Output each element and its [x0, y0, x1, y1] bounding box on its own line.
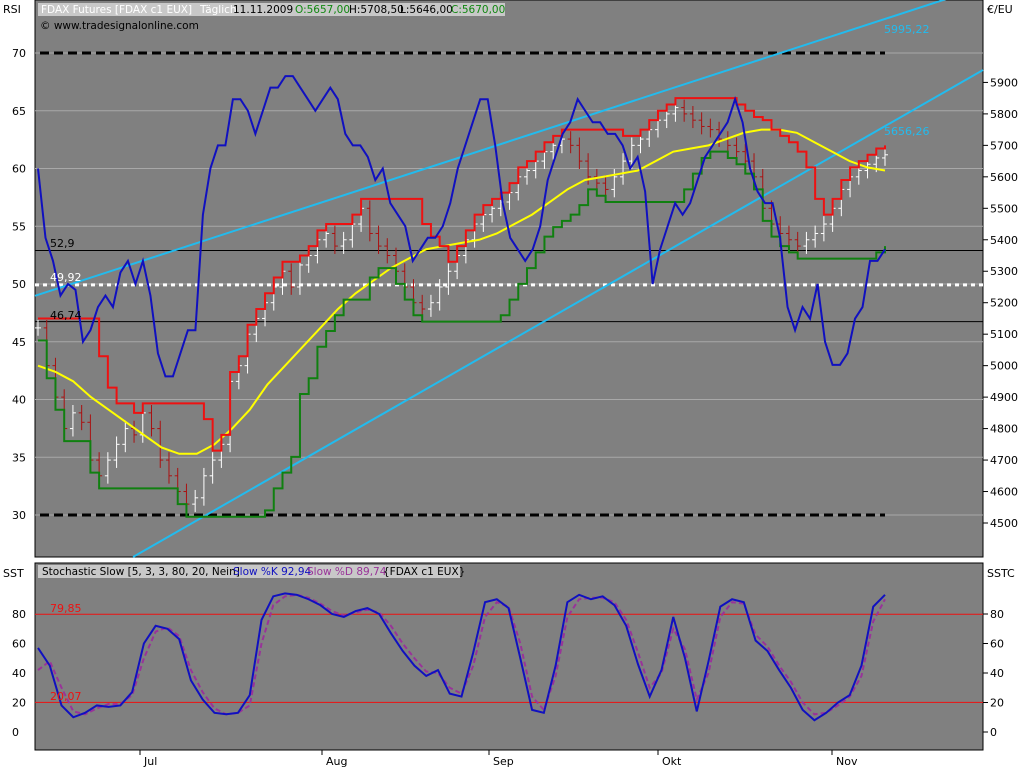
- price-tick-label: 4500: [990, 517, 1018, 530]
- trend-line-lower: [132, 69, 984, 558]
- stoch-level-low-label: 20,07: [50, 690, 82, 703]
- stoch-tick-label-left: 40: [12, 667, 26, 680]
- stoch-plot-area: [34, 562, 984, 751]
- price-tick-label: 5100: [990, 328, 1018, 341]
- price-tick-label: 4800: [990, 423, 1018, 436]
- header-bar: [38, 3, 505, 16]
- price-tick-label: 4700: [990, 454, 1018, 467]
- stoch-legend-name: Stochastic Slow [5, 3, 3, 80, 20, Nein]: [42, 566, 240, 578]
- header-high: H:5708,50: [349, 4, 404, 16]
- price-tick-label: 5000: [990, 360, 1018, 373]
- x-tick-label: Aug: [326, 755, 347, 768]
- rsi-axis: 30 35 40 45 50 55 60 65 70: [12, 47, 26, 522]
- source-watermark: © www.tradesignalonline.com: [40, 20, 199, 32]
- stoch-k-line: [37, 592, 886, 722]
- rsi-line: [37, 75, 886, 378]
- price-tick-label: 5400: [990, 234, 1018, 247]
- stoch-tick-label-left: 0: [12, 726, 19, 739]
- stoch-axis-label-right: SSTC: [987, 567, 1015, 580]
- stoch-tick-label-right: 20: [990, 697, 1004, 710]
- price-tick-label: 5700: [990, 139, 1018, 152]
- price-tick-label: 5500: [990, 202, 1018, 215]
- x-tick-label: Nov: [836, 755, 858, 768]
- rsi-tick-label: 40: [12, 394, 26, 407]
- rsi-axis-label: RSI: [3, 3, 21, 16]
- stoch-legend-d: Slow %D 89,74: [307, 566, 387, 578]
- price-tick-label: 5600: [990, 171, 1018, 184]
- stoch-level-high-label: 79,85: [50, 602, 82, 615]
- price-tick-label: 4600: [990, 486, 1018, 499]
- price-tick-label: 5800: [990, 108, 1018, 121]
- price-tick-label: 4900: [990, 391, 1018, 404]
- rsi-tick-label: 50: [12, 278, 26, 291]
- stoch-axis-label-left: SST: [3, 567, 24, 580]
- stoch-tick-label-right: 80: [990, 608, 1004, 621]
- header-close: C:5670,00: [451, 4, 505, 16]
- price-axis-label: €/EU: [987, 3, 1013, 16]
- stop-line-low: [38, 150, 886, 518]
- price-axis: 4500 4600 4700 4800 4900 5000 5100 5200 5300 5400…: [983, 76, 1018, 530]
- level-label-46-74: 46,74: [50, 309, 82, 322]
- header-low: L:5646,00: [400, 4, 453, 16]
- trend-upper-label: 5995,22: [884, 23, 930, 36]
- stoch-legend-bar: [38, 565, 460, 578]
- stoch-tick-label-left: 60: [12, 638, 26, 651]
- header-open: O:5657,00: [295, 4, 350, 16]
- main-plot-area: [34, 0, 984, 558]
- x-tick-label: Sep: [493, 755, 514, 768]
- rsi-tick-label: 70: [12, 47, 26, 60]
- header-date: 11.11.2009: [233, 4, 293, 16]
- instrument-name: FDAX Futures [FDAX c1 EUX]: [41, 4, 192, 16]
- main-series: [34, 0, 984, 558]
- rsi-tick-label: 30: [12, 509, 26, 522]
- stoch-tick-label-left: 80: [12, 608, 26, 621]
- stop-line-high: [38, 97, 886, 452]
- x-tick-label: Jul: [143, 755, 157, 768]
- stoch-legend-symbol: {FDAX c1 EUX}: [383, 566, 465, 578]
- price-tick-label: 5900: [990, 76, 1018, 89]
- stoch-series: [37, 592, 886, 722]
- period-label: Täglich: [199, 4, 237, 16]
- stoch-tick-label-right: 0: [990, 726, 997, 739]
- stoch-tick-label-right: 40: [990, 667, 1004, 680]
- price-tick-label: 5200: [990, 297, 1018, 310]
- rsi-tick-label: 65: [12, 105, 26, 118]
- rsi-tick-label: 45: [12, 336, 26, 349]
- stoch-tick-label-right: 60: [990, 638, 1004, 651]
- level-label-49-92: 49,92: [50, 271, 82, 284]
- rsi-tick-label: 60: [12, 163, 26, 176]
- level-label-52-9: 52,9: [50, 237, 75, 250]
- rsi-tick-label: 35: [12, 451, 26, 464]
- trend-lower-label: 5656,26: [884, 125, 930, 138]
- stoch-legend-k: Slow %K 92,94: [233, 566, 312, 578]
- x-axis: Jul Aug Sep Okt Nov: [139, 750, 858, 768]
- x-tick-label: Okt: [662, 755, 682, 768]
- price-tick-label: 5300: [990, 265, 1018, 278]
- rsi-tick-label: 55: [12, 220, 26, 233]
- trend-line-upper: [34, 0, 947, 297]
- stoch-tick-label-left: 20: [12, 697, 26, 710]
- stoch-axis: 0 0 20 20 40 40 60 60 80 80: [12, 608, 1004, 739]
